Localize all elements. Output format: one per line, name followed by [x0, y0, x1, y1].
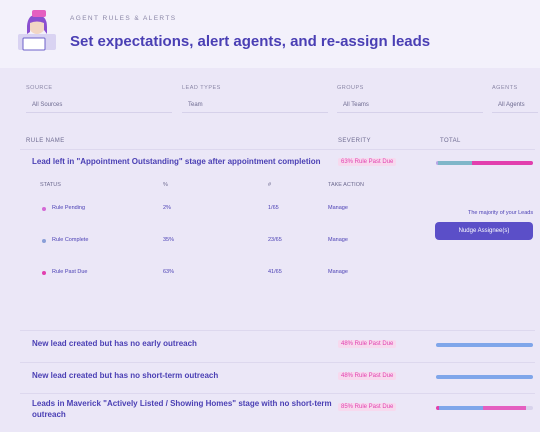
- bar-segment: [436, 375, 533, 379]
- note: The majority of your Leads: [468, 210, 534, 216]
- count: 23/65: [268, 237, 282, 243]
- detail-header: %: [163, 182, 168, 188]
- filter-select[interactable]: Team: [182, 98, 328, 113]
- status-dot: [42, 271, 46, 275]
- count: 41/65: [268, 269, 282, 275]
- avatar-illustration: [18, 10, 56, 51]
- rule-name[interactable]: New lead created but has no early outrea…: [32, 339, 197, 348]
- severity-bar: [436, 161, 533, 165]
- divider: [20, 330, 535, 331]
- filter-label: LEAD TYPES: [182, 85, 221, 91]
- divider: [20, 362, 535, 363]
- bar-segment: [436, 161, 438, 165]
- divider: [20, 393, 535, 394]
- bar-segment: [471, 161, 533, 165]
- status: Rule Complete: [52, 237, 89, 243]
- bar-segment: [436, 406, 439, 410]
- filter-label: AGENTS: [492, 85, 518, 91]
- status: Rule Pending: [52, 205, 86, 211]
- detail-header: TAKE ACTION: [328, 182, 364, 188]
- severity-bar: [436, 343, 533, 347]
- eyebrow: AGENT RULES & ALERTS: [70, 15, 177, 22]
- column-header: RULE NAME: [26, 138, 65, 144]
- detail-header: STATUS: [40, 182, 61, 188]
- column-header: TOTAL: [440, 138, 461, 144]
- percent: 2%: [163, 205, 171, 211]
- status: Rule Past Due: [52, 269, 88, 275]
- percent: 63%: [163, 269, 175, 275]
- filter-select[interactable]: All Teams: [337, 98, 483, 113]
- manage-link[interactable]: Manage: [328, 205, 348, 211]
- rule-name[interactable]: New lead created but has no short-term o…: [32, 371, 219, 380]
- severity-badge: 63% Rule Past Due: [338, 158, 397, 166]
- severity-badge: 48% Rule Past Due: [338, 340, 397, 348]
- count: 1/65: [268, 205, 279, 211]
- filter-label: GROUPS: [337, 85, 364, 91]
- rule-name[interactable]: Lead left in "Appointment Outstanding" s…: [32, 157, 321, 166]
- column-header: SEVERITY: [338, 138, 371, 144]
- status-dot: [42, 239, 46, 243]
- filter-select[interactable]: All Agents: [492, 98, 538, 113]
- header-band: [0, 0, 540, 68]
- bar-segment: [436, 343, 533, 347]
- divider: [20, 149, 535, 150]
- manage-link[interactable]: Manage: [328, 269, 348, 275]
- percent: 35%: [163, 237, 175, 243]
- bar-segment: [437, 161, 472, 165]
- filter-label: SOURCE: [26, 85, 53, 91]
- bar-segment: [482, 406, 527, 410]
- rule-name[interactable]: Leads in Maverick "Actively Listed / Sho…: [32, 399, 332, 419]
- severity-bar: [436, 406, 533, 410]
- severity-badge: 85% Rule Past Due: [338, 403, 397, 411]
- manage-link[interactable]: Manage: [328, 237, 348, 243]
- bar-segment: [438, 406, 483, 410]
- severity-bar: [436, 375, 533, 379]
- page-title: Set expectations, alert agents, and re-a…: [70, 33, 431, 50]
- severity-badge: 48% Rule Past Due: [338, 372, 397, 380]
- filter-select[interactable]: All Sources: [26, 98, 172, 113]
- detail-header: #: [268, 182, 272, 188]
- status-dot: [42, 207, 46, 211]
- nudge-button[interactable]: Nudge Assignee(s): [435, 222, 533, 240]
